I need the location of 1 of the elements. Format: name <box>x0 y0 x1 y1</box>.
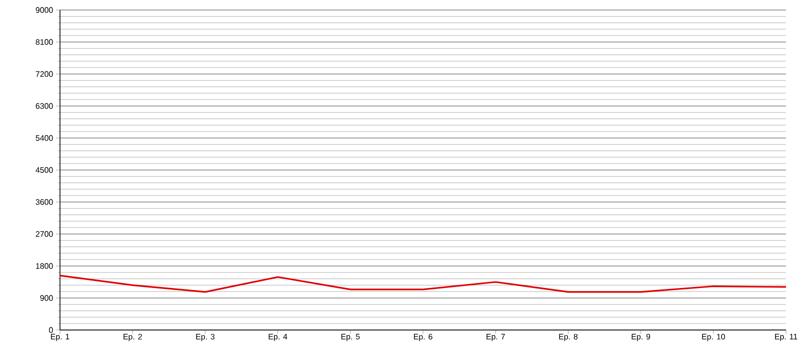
line-series <box>59 274 787 293</box>
